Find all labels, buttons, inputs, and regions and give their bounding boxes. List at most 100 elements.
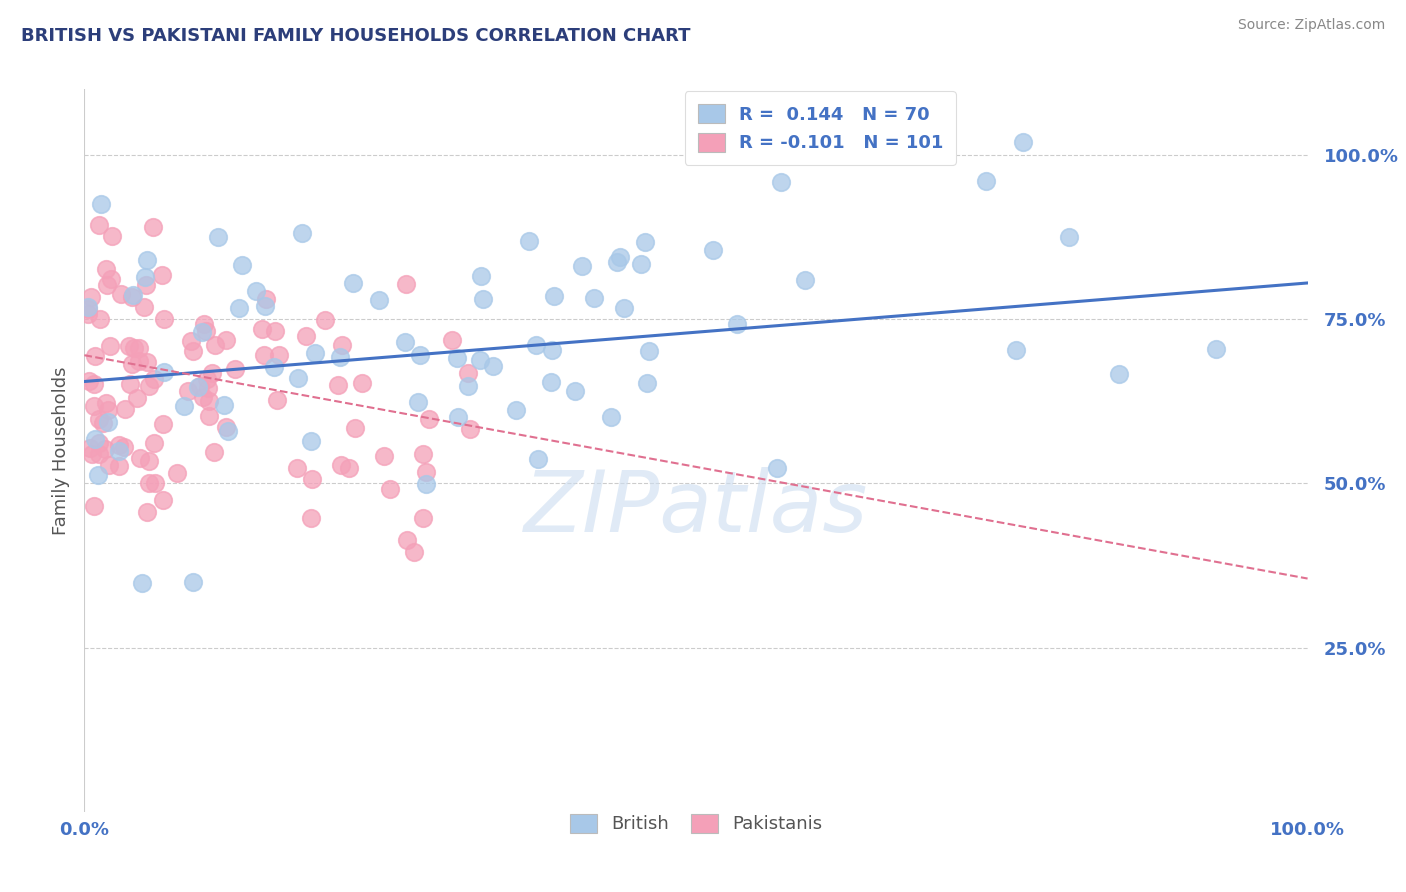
Point: [125, 391, 148, 405]
Point: [330, 458, 353, 473]
Point: [329, 350, 352, 364]
Point: [540, 376, 562, 390]
Point: [446, 351, 468, 365]
Point: [142, 435, 165, 450]
Point: [93, 416, 115, 430]
Point: [267, 348, 290, 362]
Point: [1205, 342, 1227, 356]
Point: [181, 575, 204, 590]
Point: [138, 454, 160, 468]
Point: [457, 379, 479, 393]
Point: [94, 396, 117, 410]
Point: [326, 378, 349, 392]
Point: [118, 339, 141, 353]
Point: [415, 466, 437, 480]
Point: [541, 343, 564, 358]
Point: [79, 375, 101, 389]
Point: [613, 301, 636, 315]
Point: [77, 301, 100, 316]
Point: [527, 452, 550, 467]
Point: [134, 270, 156, 285]
Point: [409, 348, 432, 362]
Point: [87, 447, 110, 461]
Point: [89, 412, 111, 426]
Point: [83, 350, 105, 364]
Point: [98, 458, 121, 472]
Point: [128, 341, 150, 355]
Point: [191, 390, 214, 404]
Point: [543, 289, 565, 303]
Point: [202, 445, 225, 459]
Point: [80, 447, 103, 461]
Point: [447, 409, 470, 424]
Point: [337, 461, 360, 475]
Point: [212, 398, 235, 412]
Point: [263, 359, 285, 374]
Point: [299, 511, 322, 525]
Point: [121, 290, 143, 304]
Point: [89, 312, 111, 326]
Point: [187, 380, 209, 394]
Point: [630, 257, 652, 271]
Point: [458, 421, 481, 435]
Point: [207, 230, 229, 244]
Point: [394, 335, 416, 350]
Point: [266, 393, 288, 408]
Point: [197, 381, 219, 395]
Point: [83, 399, 105, 413]
Point: [77, 307, 100, 321]
Point: [136, 252, 159, 267]
Point: [152, 365, 174, 379]
Point: [769, 175, 792, 189]
Point: [198, 409, 221, 423]
Point: [132, 300, 155, 314]
Point: [215, 333, 238, 347]
Point: [138, 475, 160, 490]
Point: [637, 344, 659, 359]
Point: [470, 352, 492, 367]
Point: [76, 300, 98, 314]
Point: [295, 329, 318, 343]
Point: [98, 339, 121, 353]
Point: [138, 379, 160, 393]
Point: [188, 379, 211, 393]
Point: [108, 438, 131, 452]
Point: [108, 443, 131, 458]
Point: [402, 545, 425, 559]
Point: [301, 472, 323, 486]
Point: [142, 220, 165, 235]
Point: [224, 362, 246, 376]
Point: [725, 317, 748, 331]
Point: [201, 366, 224, 380]
Point: [193, 317, 215, 331]
Point: [481, 359, 503, 373]
Point: [1108, 368, 1130, 382]
Point: [766, 461, 789, 475]
Point: [191, 325, 214, 339]
Point: [110, 287, 132, 301]
Point: [93, 442, 115, 457]
Point: [702, 243, 724, 257]
Point: [181, 343, 204, 358]
Point: [264, 324, 287, 338]
Point: [253, 348, 276, 362]
Point: [195, 324, 218, 338]
Point: [342, 276, 364, 290]
Point: [418, 412, 440, 426]
Point: [396, 533, 419, 547]
Point: [287, 461, 309, 475]
Point: [470, 269, 492, 284]
Point: [304, 346, 326, 360]
Point: [128, 451, 150, 466]
Point: [231, 258, 253, 272]
Point: [472, 292, 495, 306]
Point: [517, 234, 540, 248]
Y-axis label: Family Households: Family Households: [52, 367, 70, 534]
Point: [571, 259, 593, 273]
Point: [250, 322, 273, 336]
Point: [122, 287, 145, 301]
Point: [80, 290, 103, 304]
Point: [83, 432, 105, 446]
Point: [79, 441, 101, 455]
Point: [373, 449, 395, 463]
